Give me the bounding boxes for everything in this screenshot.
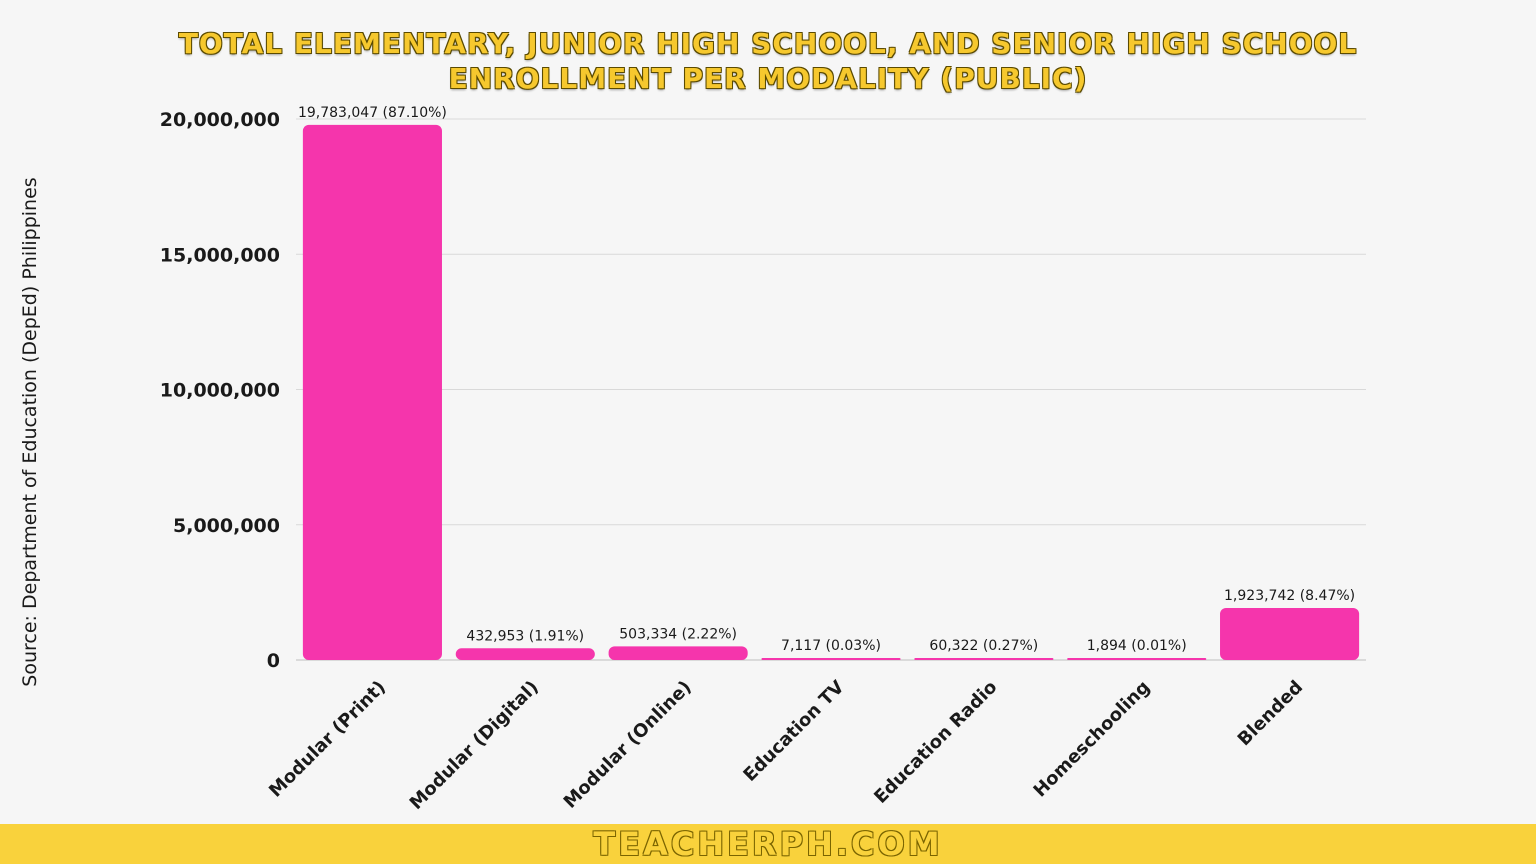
y-tick-label: 20,000,000 [160,109,280,131]
bar [1067,658,1207,660]
data-label: 432,953 (1.91%) [466,628,584,644]
x-tick-label: Education TV [739,677,848,786]
data-label: 1,923,742 (8.47%) [1224,588,1355,604]
x-tick-label: Modular (Online) [560,677,696,813]
x-tick-label: Education Radio [870,677,1001,808]
chart-title-line1: TOTAL ELEMENTARY, JUNIOR HIGH SCHOOL, AN… [178,27,1358,60]
data-label: 19,783,047 (87.10%) [298,105,447,121]
y-axis-ticks: 0 5,000,000 10,000,000 15,000,000 20,000,000 [160,109,280,672]
bar [761,658,901,660]
bar [608,646,748,660]
chart-title: TOTAL ELEMENTARY, JUNIOR HIGH SCHOOL, AN… [0,26,1536,96]
data-label: 503,334 (2.22%) [619,626,737,642]
y-tick-label: 15,000,000 [160,244,280,266]
footer-bar: TEACHERPH.COM [0,824,1536,864]
footer-brand: TEACHERPH.COM [593,825,943,863]
data-label: 7,117 (0.03%) [781,638,881,654]
bar [455,648,595,660]
gridlines [296,118,1366,661]
data-label: 60,322 (0.27%) [929,638,1038,654]
y-tick-label: 5,000,000 [173,515,280,537]
bar [1220,607,1360,660]
y-tick-label: 0 [267,650,280,672]
x-tick-label: Modular (Print) [265,677,390,802]
bar [302,124,442,660]
data-label: 1,894 (0.01%) [1087,638,1187,654]
x-axis-ticks: Modular (Print) Modular (Digital) Modular … [265,677,1307,814]
chart-title-line2: ENROLLMENT PER MODALITY (PUBLIC) [448,62,1088,95]
bars [302,124,1360,660]
bar [914,658,1054,660]
data-labels: 19,783,047 (87.10%) 432,953 (1.91%) 503,33… [298,105,1355,654]
x-tick-label: Homeschooling [1030,677,1155,802]
y-tick-label: 10,000,000 [160,380,280,402]
x-tick-label: Blended [1234,677,1307,750]
x-tick-label: Modular (Digital) [406,677,543,814]
